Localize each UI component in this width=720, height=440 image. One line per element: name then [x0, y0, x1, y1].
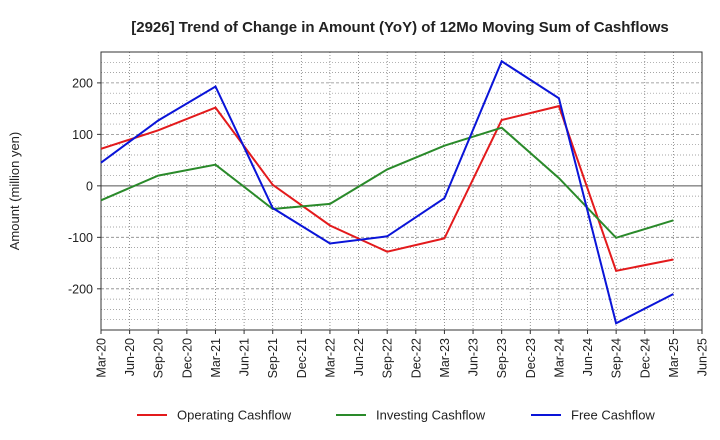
series-line-free-cashflow	[100, 59, 674, 325]
x-tick-label: Jun-21	[238, 338, 252, 376]
x-tick-label: Dec-21	[295, 338, 309, 378]
x-tick-label: Sep-24	[610, 338, 624, 378]
x-tick-label: Sep-23	[495, 338, 509, 378]
x-tick-label: Dec-24	[638, 338, 652, 378]
x-tick-label: Dec-23	[524, 338, 538, 378]
x-tick-label: Dec-20	[180, 338, 194, 378]
legend-label-investing-cashflow: Investing Cashflow	[376, 408, 486, 423]
x-tick-label: Mar-21	[209, 338, 223, 378]
x-tick-label: Jun-25	[696, 338, 710, 376]
y-tick-label: -100	[68, 231, 93, 245]
series-line-operating-cashflow	[100, 104, 674, 272]
x-tick-label: Sep-22	[381, 338, 395, 378]
legend-label-free-cashflow: Free Cashflow	[571, 408, 655, 423]
series	[100, 59, 674, 325]
x-tick-label: Mar-25	[667, 338, 681, 378]
legend: Operating Cashflow Investing Cashflow Free…	[137, 408, 655, 423]
grid	[100, 52, 703, 330]
x-tick-label: Mar-22	[323, 338, 337, 378]
y-tick-label: -200	[68, 282, 93, 296]
x-tick-label: Dec-22	[409, 338, 423, 378]
y-tick-label: 200	[72, 76, 93, 90]
x-tick-label: Jun-23	[467, 338, 481, 376]
y-tick-label: 0	[86, 179, 93, 193]
x-tick-label: Mar-20	[95, 338, 109, 378]
x-tick-label: Jun-22	[352, 338, 366, 376]
x-tick-label: Jun-24	[581, 338, 595, 376]
x-tick-label: Sep-21	[266, 338, 280, 378]
legend-label-operating-cashflow: Operating Cashflow	[177, 408, 292, 423]
x-tick-label: Mar-24	[552, 338, 566, 378]
y-tick-label: 100	[72, 128, 93, 142]
y-axis-label: Amount (million yen)	[7, 132, 22, 251]
series-line-investing-cashflow	[100, 126, 674, 239]
x-tick-label: Sep-20	[152, 338, 166, 378]
plot-frame	[100, 51, 703, 331]
chart-title: [2926] Trend of Change in Amount (YoY) o…	[131, 19, 669, 36]
x-tick-label: Jun-20	[123, 338, 137, 376]
axes: 200 100 0 -100 -200 Mar-20 Jun-20 Sep-20 Dec-20 M…	[68, 51, 710, 378]
x-tick-label: Mar-23	[438, 338, 452, 378]
